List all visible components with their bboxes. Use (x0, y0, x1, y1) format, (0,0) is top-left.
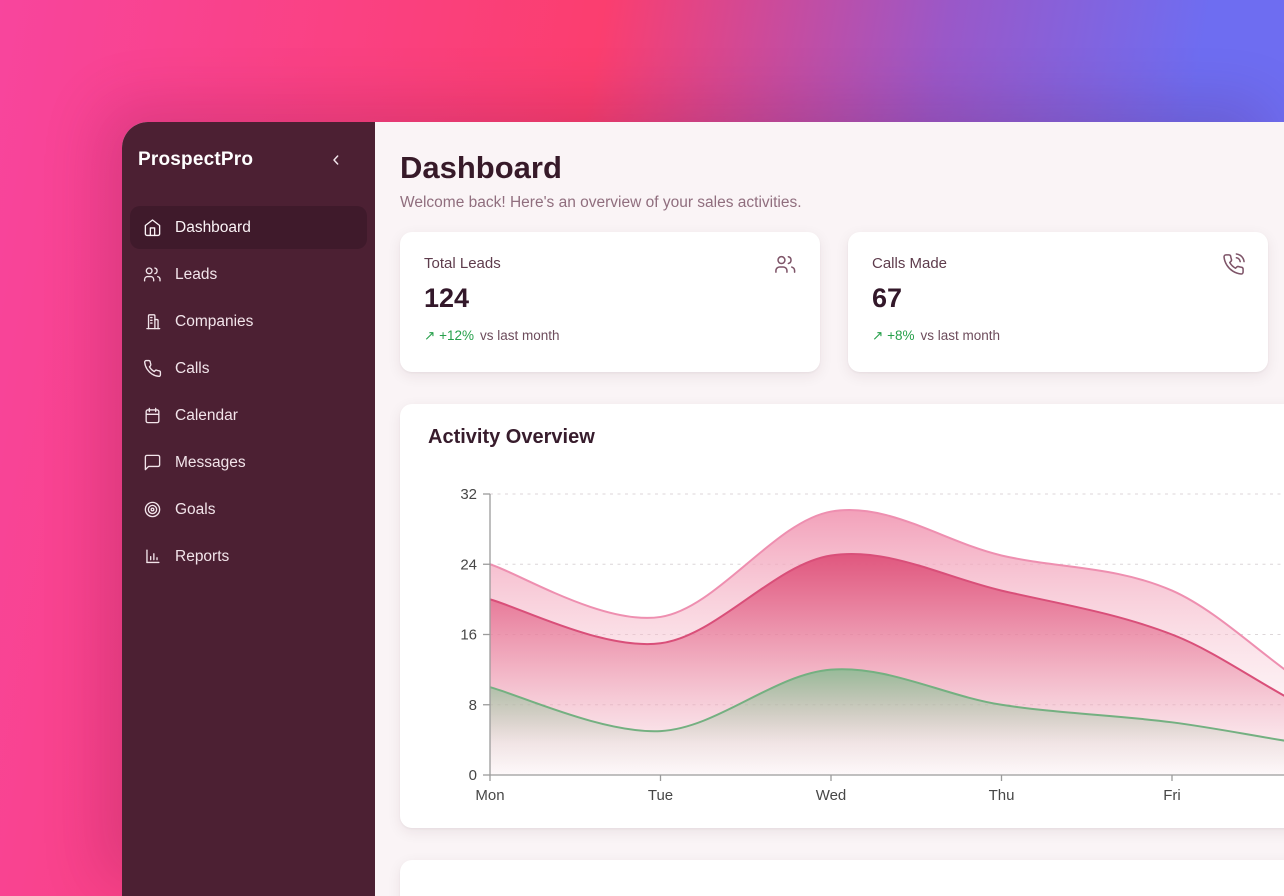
area-band-green (490, 668, 1284, 775)
main-content: Dashboard Welcome back! Here's an overvi… (375, 122, 1284, 896)
trend-caption: vs last month (479, 328, 560, 344)
stat-card-label: Calls Made (872, 254, 948, 272)
stat-card-trend: ↗ +12% vs last month (424, 328, 796, 344)
sidebar-item-label: Calls (175, 359, 210, 377)
chevron-left-icon (333, 155, 339, 165)
stats-row: Total Leads 124 ↗ +12% vs last month Calls M… (400, 231, 1284, 372)
sidebar-nav: Dashboard Leads Companies Calls Calendar Mess… (122, 206, 375, 578)
building-icon (146, 314, 161, 330)
x-tick-label-thu: Thu (989, 787, 1015, 804)
sidebar-item-label: Reports (175, 547, 230, 565)
line-band-green (489, 667, 1284, 742)
bar-chart-icon (146, 549, 160, 564)
stat-card-icon-wrap (774, 253, 797, 276)
stat-card-total-leads: Total Leads 124 ↗ +12% vs last month (400, 231, 820, 372)
sidebar-item-calendar[interactable]: Calendar (130, 394, 367, 437)
y-tick-label: 8 (469, 696, 477, 713)
stat-card-value: 67 (872, 282, 903, 313)
trend-delta: ↗ +8% (872, 327, 915, 343)
sidebar-item-label: Messages (175, 453, 246, 471)
sidebar-item-calls[interactable]: Calls (130, 347, 367, 390)
sidebar-item-companies[interactable]: Companies (130, 300, 367, 343)
sidebar-item-reports[interactable]: Reports (130, 535, 367, 578)
users-icon (775, 255, 796, 273)
sidebar-item-leads[interactable]: Leads (130, 253, 367, 296)
line-band-dark-pink (489, 552, 1284, 697)
sidebar-item-dashboard[interactable]: Dashboard (130, 206, 367, 249)
app-logo-title: ProspectPro (138, 149, 254, 170)
line-band-light-pink (489, 508, 1284, 670)
y-tick-label: 24 (460, 556, 477, 573)
y-tick-label: 32 (460, 486, 477, 503)
users-icon (143, 267, 161, 282)
trend-up-arrow: ↗ (424, 327, 436, 343)
sidebar-item-goals[interactable]: Goals (130, 488, 367, 531)
trend-caption: vs last month (920, 328, 1001, 344)
stat-card-label: Total Leads (424, 254, 501, 272)
y-tick-label: 0 (469, 767, 477, 784)
stat-card-trend: ↗ +8% vs last month (872, 328, 1244, 344)
sidebar: ProspectPro Dashboard Leads Companies Calls… (122, 122, 375, 896)
sidebar-collapse-button[interactable] (328, 152, 344, 168)
stat-card-calls-made: Calls Made 67 ↗ +8% vs last month (848, 231, 1268, 372)
phone-call-icon (1223, 252, 1245, 275)
sidebar-item-label: Companies (175, 312, 254, 330)
x-tick-label-wed: Wed (816, 787, 847, 804)
sidebar-item-label: Dashboard (175, 218, 251, 236)
activity-overview-chart: 08162432MonTueWedThuFriSatSun (460, 486, 1284, 804)
sidebar-item-label: Calendar (175, 406, 238, 424)
y-tick-label: 16 (460, 626, 477, 643)
phone-icon (144, 359, 162, 378)
sidebar-item-label: Goals (175, 500, 216, 518)
trend-delta: ↗ +12% (424, 327, 474, 343)
home-icon (144, 219, 161, 237)
app-window: ProspectPro Dashboard Leads Companies Calls… (122, 122, 1284, 896)
sidebar-item-label: Leads (175, 265, 218, 283)
stat-card-value: 124 (424, 282, 470, 313)
message-icon (144, 454, 161, 471)
calendar-icon (145, 407, 160, 424)
activity-overview-card: Activity Overview 0 8 16 24 32 Mon Tue Wed Thu Fr… (400, 403, 1284, 828)
page-title: Dashboard (400, 150, 562, 185)
x-tick-label-fri: Fri (1163, 787, 1181, 804)
target-icon (144, 501, 161, 518)
page-subtitle: Welcome back! Here's an overview of your… (400, 193, 802, 211)
chart-title: Activity Overview (428, 425, 595, 448)
x-tick-label-mon: Mon (475, 787, 504, 804)
sidebar-header: ProspectPro (122, 122, 375, 171)
stat-card-icon-wrap (1222, 252, 1245, 276)
x-tick-label-tue: Tue (648, 787, 673, 804)
trend-up-arrow: ↗ (872, 327, 884, 343)
bottom-card (400, 859, 1284, 896)
sidebar-item-messages[interactable]: Messages (130, 441, 367, 484)
